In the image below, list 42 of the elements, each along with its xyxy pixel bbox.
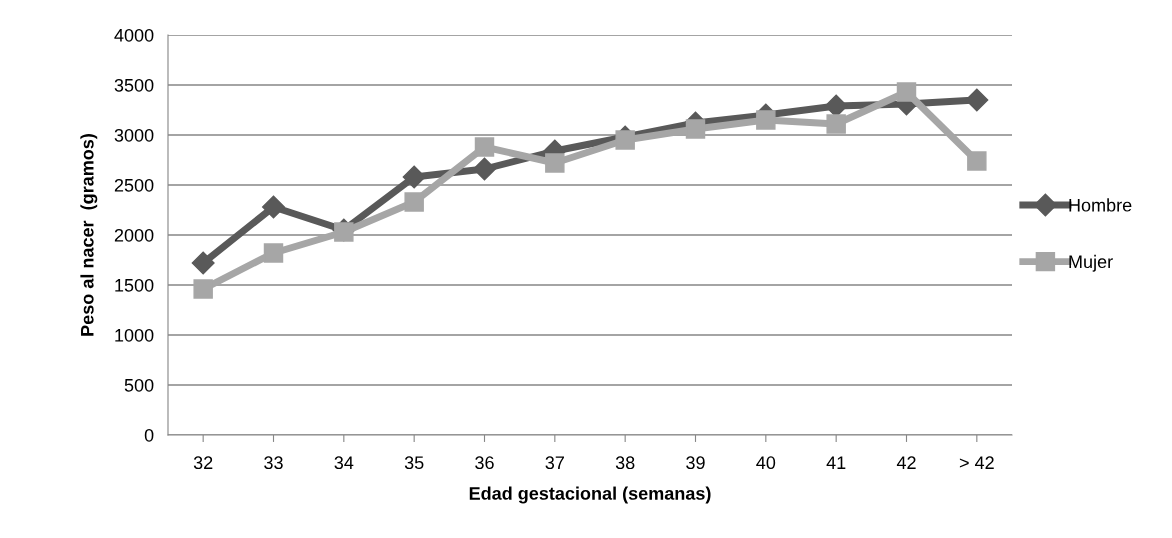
x-tick-label: 42 bbox=[896, 456, 916, 469]
point bbox=[193, 279, 213, 299]
y-tick-label: 4000 bbox=[114, 28, 154, 42]
point bbox=[402, 165, 426, 189]
x-tick-label: > 42 bbox=[959, 456, 994, 469]
y-tick-label: 1000 bbox=[115, 328, 154, 342]
legend-label: Hombre bbox=[1069, 198, 1132, 212]
point bbox=[826, 114, 846, 134]
x-axis-title: Edad gestacional (semanas) bbox=[469, 486, 711, 504]
x-tick-label: 38 bbox=[615, 456, 635, 470]
x-tick-label: 36 bbox=[475, 456, 494, 470]
x-tick-label: 34 bbox=[334, 456, 354, 470]
point bbox=[263, 243, 284, 263]
y-tick-label: 3000 bbox=[114, 128, 154, 142]
point bbox=[756, 110, 776, 130]
point bbox=[615, 130, 635, 150]
point bbox=[545, 153, 565, 173]
y-tick-label: 2500 bbox=[114, 178, 154, 192]
x-tick-label: 39 bbox=[686, 456, 705, 470]
y-tick-label: 3500 bbox=[114, 78, 154, 92]
x-tick-label: 40 bbox=[756, 456, 776, 470]
point bbox=[965, 88, 989, 112]
point bbox=[473, 157, 496, 181]
x-tick-label: 37 bbox=[545, 456, 564, 470]
y-tick-label: 2000 bbox=[114, 228, 154, 242]
y-tick-label: 1500 bbox=[115, 278, 154, 292]
x-tick-label: 41 bbox=[826, 456, 846, 469]
legend-label: Mujer bbox=[1069, 254, 1113, 272]
point bbox=[191, 251, 215, 275]
x-tick-label: 33 bbox=[264, 456, 283, 470]
y-tick-label: 500 bbox=[124, 378, 154, 392]
point bbox=[404, 192, 424, 212]
point bbox=[334, 222, 354, 242]
x-tick-label: 35 bbox=[404, 456, 424, 470]
point bbox=[967, 151, 987, 171]
y-axis-title: Peso al nacer (gramos) bbox=[80, 134, 98, 336]
point bbox=[685, 119, 706, 139]
x-tick-label: 32 bbox=[193, 456, 213, 470]
point bbox=[262, 195, 285, 219]
point bbox=[896, 82, 917, 102]
y-tick-label: 0 bbox=[144, 428, 154, 442]
point bbox=[474, 137, 495, 157]
